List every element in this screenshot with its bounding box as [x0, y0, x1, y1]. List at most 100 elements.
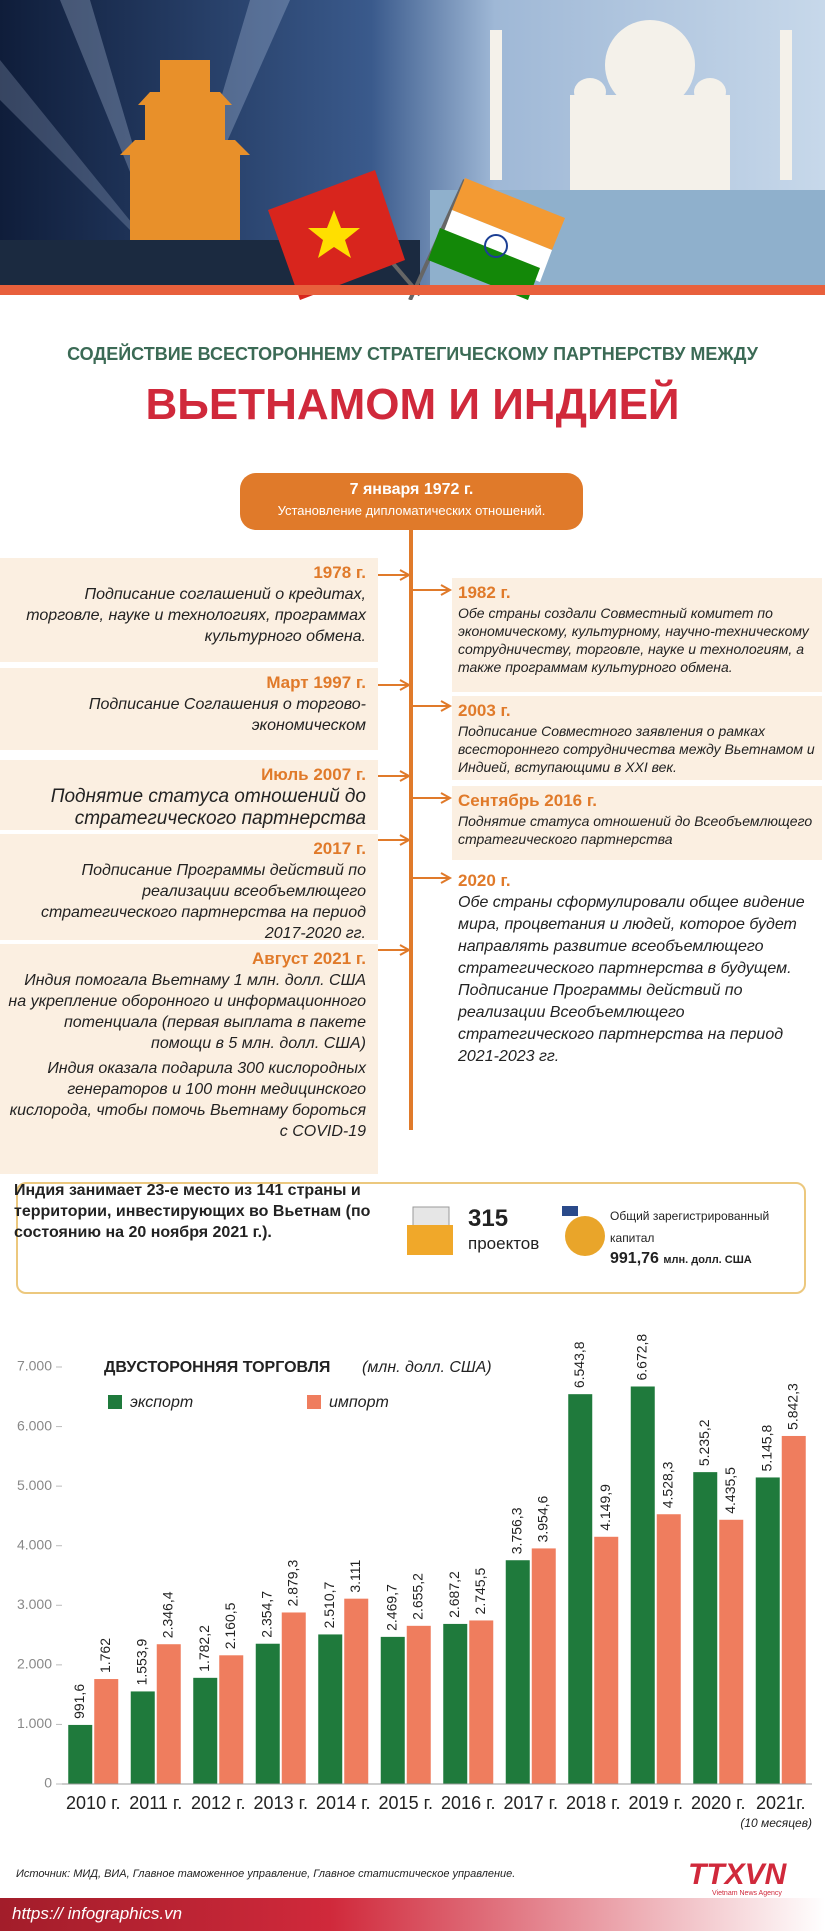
value-label: 2.745,5	[472, 1568, 488, 1615]
value-label: 6.543,8	[571, 1341, 587, 1388]
value-label: 3.111	[347, 1560, 363, 1593]
event-date: Июль 2007 г.	[261, 765, 366, 784]
event-text: Индия помогала Вьетнаму 1 млн. долл. США…	[8, 972, 366, 1052]
bag-tie	[562, 1206, 578, 1216]
legend-label: импорт	[329, 1394, 389, 1411]
event: Март 1997 г. Подписание Соглашения о тор…	[0, 668, 378, 750]
money-bag-icon	[562, 1206, 605, 1256]
capital-value: 991,76	[610, 1250, 659, 1267]
arrow	[378, 770, 412, 782]
value-label: 1.762	[97, 1638, 113, 1673]
projects-value: 315	[468, 1205, 509, 1232]
value-label: 1.553,9	[133, 1639, 149, 1686]
event-text: Обе страны сформулировали общее видение …	[458, 894, 805, 977]
event-date: 1982 г.	[458, 583, 511, 602]
bar	[193, 1677, 218, 1784]
y-tick-label: 0	[44, 1775, 52, 1791]
x-tick-label: 2013 г.	[254, 1793, 308, 1813]
bar	[219, 1655, 244, 1784]
url: https:// infographics.vn	[12, 1904, 183, 1923]
projects-label: проектов	[468, 1234, 540, 1253]
value-label: 991,6	[71, 1684, 87, 1719]
value-label: 2.879,3	[284, 1560, 300, 1607]
value-label: 4.149,9	[597, 1484, 613, 1531]
event-text: Индия оказала подарила 300 кислородных г…	[9, 1060, 366, 1140]
arrow	[413, 872, 453, 884]
logo-sub: Vietnam News Agency	[712, 1890, 782, 1897]
event-text: Подписание Программы действий по реализа…	[40, 862, 366, 942]
value-label: 3.954,6	[534, 1495, 550, 1542]
arrow	[378, 679, 412, 691]
event-date: 2020 г.	[458, 871, 511, 890]
header-stripe	[0, 285, 825, 295]
bar	[406, 1625, 431, 1784]
legend-label: экспорт	[130, 1394, 193, 1411]
bar	[755, 1477, 780, 1784]
bar	[531, 1548, 556, 1784]
chart-subtitle: (млн. долл. США)	[362, 1359, 492, 1376]
event-text: Подписание Соглашения о торгово-экономич…	[88, 696, 366, 734]
value-label: 4.528,3	[659, 1461, 675, 1508]
x-tick-label: 2016 г.	[441, 1793, 495, 1813]
bar	[719, 1519, 744, 1784]
event: 2020 г. Обе страны сформулировали общее …	[452, 866, 822, 1100]
x-tick-label: 2010 г.	[66, 1793, 120, 1813]
bar	[94, 1679, 119, 1784]
value-label: 2.160,5	[222, 1602, 238, 1649]
bar	[469, 1620, 494, 1784]
logo: TTXVN	[688, 1858, 787, 1891]
legend-swatch	[307, 1395, 321, 1409]
event: Август 2021 г. Индия помогала Вьетнаму 1…	[0, 944, 378, 1174]
bar	[781, 1435, 806, 1784]
x-tick-label: 2014 г.	[316, 1793, 370, 1813]
x-tick-label: 2011 г.	[129, 1793, 182, 1813]
event-date: Август 2021 г.	[252, 949, 366, 968]
value-label: 1.782,2	[196, 1625, 212, 1672]
bar	[281, 1612, 306, 1784]
value-label: 2.687,2	[446, 1571, 462, 1618]
y-tick-label: 3.000	[17, 1596, 52, 1612]
bar	[656, 1514, 681, 1784]
event: 2003 г. Подписание Совместного заявления…	[452, 696, 822, 780]
taj-mahal	[490, 20, 792, 190]
event-text: Подписание Совместного заявления о рамка…	[458, 723, 815, 775]
bar	[630, 1386, 655, 1784]
x-tick-label: 2018 г.	[566, 1793, 620, 1813]
arrow	[413, 700, 453, 712]
title-line1: СОДЕЙСТВИЕ ВСЕСТОРОННЕМУ СТРАТЕГИЧЕСКОМУ…	[67, 344, 758, 364]
event-date: 7 января 1972 г.	[349, 481, 474, 498]
bar	[255, 1643, 280, 1784]
bar	[68, 1724, 93, 1784]
y-tick-label: 1.000	[17, 1715, 52, 1731]
x-tick-label: 2015 г.	[379, 1793, 433, 1813]
bag	[565, 1216, 605, 1256]
india-flag	[408, 178, 565, 300]
event-date: 2017 г.	[313, 839, 366, 858]
light-beam	[0, 60, 170, 270]
x-tick-label: 2012 г.	[191, 1793, 245, 1813]
event-date: 2003 г.	[458, 701, 511, 720]
value-label: 2.655,2	[409, 1573, 425, 1620]
arrow	[378, 944, 412, 956]
arrow	[413, 584, 453, 596]
event: 2017 г. Подписание Программы действий по…	[0, 834, 378, 942]
chart-title: ДВУСТОРОННЯЯ ТОРГОВЛЯ	[104, 1359, 330, 1376]
capital-label: Общий зарегистрированный капитал	[610, 1209, 770, 1245]
trade-chart: ДВУСТОРОННЯЯ ТОРГОВЛЯ (млн. долл. США) 0 1.…	[17, 1334, 812, 1830]
value-label: 6.672,8	[633, 1334, 649, 1381]
documents-icon	[407, 1206, 453, 1255]
event-text: Обе страны создали Совместный комитет по…	[458, 605, 809, 675]
rank-text: Индия занимает 23-е место из 141 страны …	[14, 1182, 371, 1241]
x-tick-label: 2021г.	[756, 1793, 805, 1813]
value-label: 5.235,2	[696, 1419, 712, 1466]
bar	[693, 1472, 718, 1784]
bar	[568, 1394, 593, 1784]
value-label: 2.510,7	[321, 1582, 337, 1629]
arrow	[378, 569, 412, 581]
source: Источник: МИД, ВИА, Главное таможенное у…	[16, 1868, 516, 1880]
event: Сентябрь 2016 г. Поднятие статуса отноше…	[452, 786, 822, 860]
y-tick-label: 4.000	[17, 1536, 52, 1552]
y-tick-label: 7.000	[17, 1358, 52, 1374]
x-tick-label: 2020 г.	[691, 1793, 745, 1813]
investment-box	[16, 1182, 806, 1294]
